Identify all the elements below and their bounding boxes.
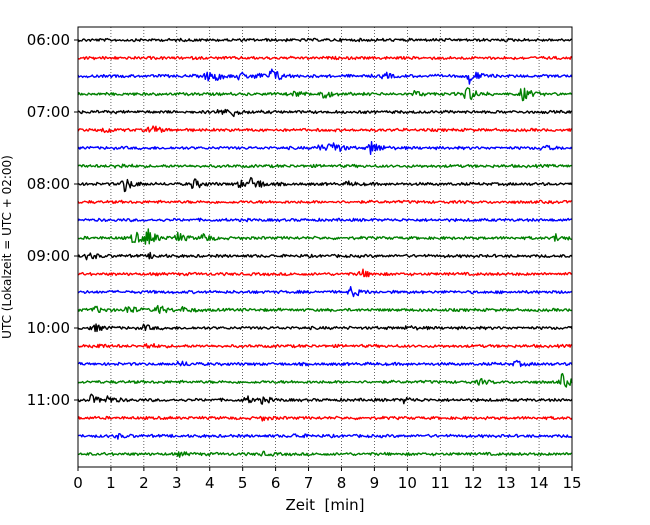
x-tick-label: 9	[370, 474, 380, 492]
y-tick-label: 09:00	[27, 247, 70, 265]
x-tick-label: 10	[398, 474, 417, 492]
y-tick-label: 10:00	[27, 319, 70, 337]
x-tick-label: 14	[530, 474, 549, 492]
trace-07:00	[77, 108, 573, 118]
trace-07:45	[77, 163, 573, 169]
x-axis-label: Zeit [min]	[285, 496, 364, 514]
y-tick-label: 11:00	[27, 391, 70, 409]
trace-11:15	[77, 415, 573, 422]
trace-09:00	[77, 251, 573, 261]
trace-06:30	[77, 68, 573, 85]
x-tick-label: 3	[172, 474, 182, 492]
trace-11:00	[77, 393, 573, 405]
y-tick-label: 07:00	[27, 103, 70, 121]
x-tick-label: 13	[497, 474, 516, 492]
trace-09:45	[77, 304, 573, 314]
x-tick-label: 2	[139, 474, 149, 492]
y-tick-label: 08:00	[27, 175, 70, 193]
trace-10:30	[77, 359, 573, 368]
plot-background	[78, 27, 572, 467]
trace-11:30	[77, 433, 573, 440]
trace-10:45	[77, 372, 573, 388]
x-tick-label: 12	[464, 474, 483, 492]
plot-frame	[77, 26, 573, 468]
trace-06:45	[77, 87, 573, 102]
trace-10:15	[77, 343, 573, 349]
trace-10:00	[77, 323, 573, 333]
x-tick-label: 8	[337, 474, 347, 492]
trace-08:30	[77, 217, 573, 223]
x-tick-label: 6	[271, 474, 281, 492]
y-axis-ticks: 06:00 07:00 08:00 09:00 10:00 11:00	[27, 31, 78, 409]
trace-08:45	[77, 228, 573, 245]
trace-06:00	[77, 37, 573, 43]
grid-lines	[110, 27, 540, 467]
trace-09:15	[77, 268, 573, 278]
trace-06:15	[77, 55, 573, 61]
y-axis-label: UTC (Lokalzeit = UTC + 02:00)	[0, 155, 14, 339]
trace-07:30	[77, 140, 573, 155]
x-tick-label: 4	[205, 474, 215, 492]
y-tick-label: 06:00	[27, 31, 70, 49]
x-axis-ticks: 0 1 2 3 4 5 6 7 8 9 10 11 12 13 14 15	[73, 467, 582, 492]
trace-09:30	[77, 286, 573, 298]
trace-08:00	[77, 176, 573, 193]
trace-07:15	[77, 125, 573, 134]
x-tick-label: 7	[304, 474, 314, 492]
seismogram-traces	[77, 37, 573, 458]
x-tick-label: 11	[431, 474, 450, 492]
trace-11:45	[77, 450, 573, 458]
x-tick-label: 15	[562, 474, 581, 492]
trace-08:15	[77, 199, 573, 205]
x-tick-label: 0	[73, 474, 83, 492]
x-tick-label: 5	[238, 474, 248, 492]
x-tick-label: 1	[106, 474, 116, 492]
